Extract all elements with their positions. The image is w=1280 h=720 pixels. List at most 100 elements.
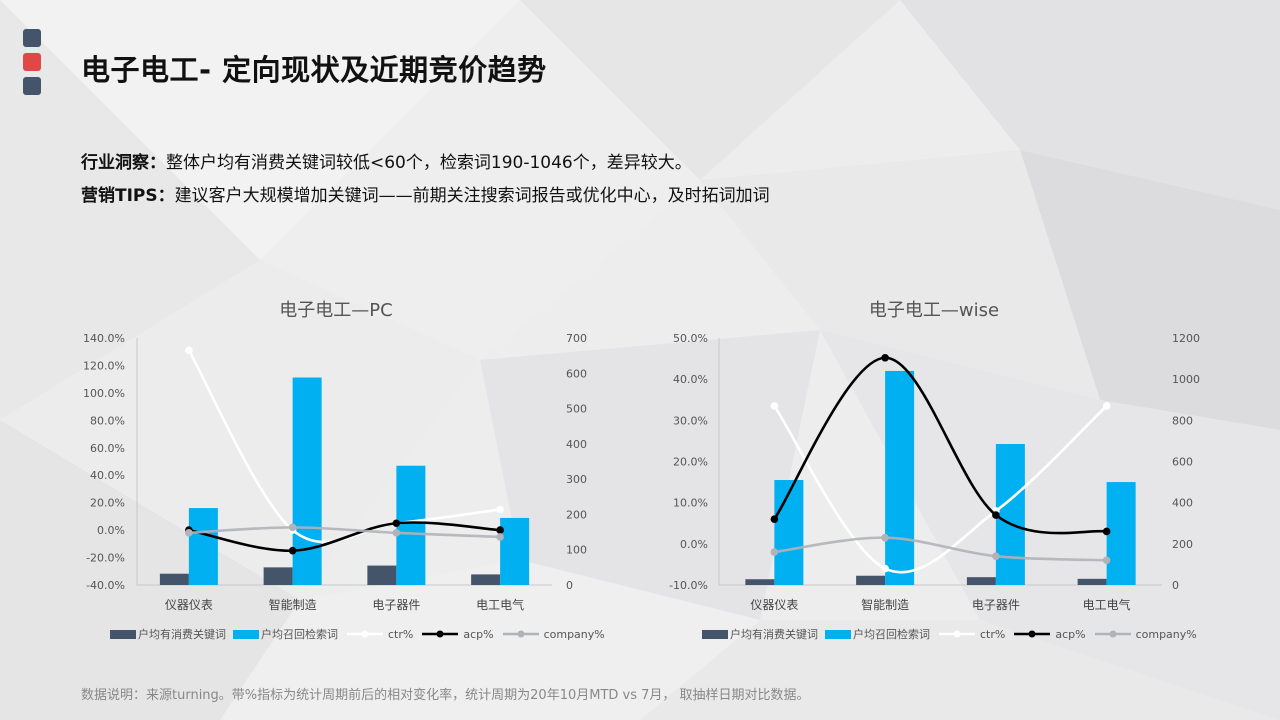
legend-item: ctr% [345, 628, 413, 641]
legend-marker [361, 630, 369, 638]
bar-consumed-keywords [856, 575, 886, 585]
left-tick-label: 20.0% [673, 456, 708, 469]
category-label: 电工电气 [1083, 597, 1131, 612]
left-tick-label: 120.0% [83, 359, 125, 372]
bar-consumed-keywords [1077, 578, 1107, 585]
category-label: 电工电气 [476, 597, 524, 612]
legend-label: ctr% [980, 627, 1006, 641]
left-tick-label: 80.0% [90, 414, 125, 427]
right-tick-label: 1000 [1172, 373, 1200, 386]
page-title: 电子电工- 定向现状及近期竞价趋势 [81, 53, 547, 87]
legend-marker [1109, 630, 1117, 638]
right-tick-label: 700 [566, 332, 587, 345]
acp-point [392, 519, 401, 528]
acp-point [288, 546, 297, 555]
left-tick-label: 140.0% [83, 332, 125, 345]
ctr-point [496, 505, 504, 514]
right-tick-label: 300 [566, 473, 587, 486]
company-line [774, 536, 1107, 562]
left-tick-label: 0.0% [97, 524, 125, 537]
decor-square [23, 29, 41, 47]
bar-consumed-keywords [367, 565, 397, 585]
legend-label: company% [543, 627, 605, 641]
legend-marker [436, 630, 444, 638]
acp-point [1102, 527, 1111, 536]
ctr-line [773, 404, 1108, 574]
legend-item: acp% [1012, 627, 1086, 641]
legend-line-swatch [1094, 630, 1131, 638]
company-line [188, 526, 501, 539]
bar-consumed-keywords [263, 567, 293, 585]
legend-label: company% [1135, 627, 1197, 641]
legend-item: 户均有消费关键词 [702, 626, 818, 642]
acp-line [773, 356, 1107, 535]
right-tick-label: 400 [1172, 497, 1193, 510]
acp-point [770, 515, 779, 523]
left-tick-label: 40.0% [90, 469, 125, 482]
tips-label: 营销TIPS： [81, 186, 175, 206]
legend-line-swatch [939, 630, 975, 638]
category-label: 智能制造 [269, 597, 317, 612]
legend-label: 户均召回检索词 [853, 628, 930, 641]
chart-title-wise: 电子电工—wise [868, 300, 1000, 321]
acp-point [881, 353, 889, 362]
right-tick-label: 800 [1172, 414, 1193, 427]
tips-text: 建议客户大规模增加关键词——前期关注搜索词报告或优化中心，及时拓词加词 [174, 186, 770, 206]
left-tick-label: -20.0% [86, 552, 125, 565]
legend-line-swatch [347, 630, 383, 638]
ctr-point [185, 346, 193, 355]
legend-label: 户均有消费关键词 [730, 628, 818, 641]
chart-title-pc: 电子电工—PC [279, 300, 393, 321]
legend-wise: 户均有消费关键词 户均召回检索词 ctr% acp% company% [702, 626, 1204, 642]
legend-swatch [233, 629, 259, 639]
company-point [392, 529, 401, 537]
left-tick-label: 0.0% [680, 538, 708, 551]
right-tick-label: 1200 [1172, 332, 1200, 345]
legend-pc: 户均有消费关键词 户均召回检索词 ctr% acp% company% [110, 626, 612, 642]
ctr-point [881, 564, 889, 573]
bar-recalled-queries [500, 517, 530, 585]
legend-swatch [110, 629, 136, 639]
legend-marker [1028, 630, 1036, 638]
right-tick-label: 0 [1172, 579, 1179, 592]
bar-consumed-keywords [745, 579, 775, 585]
category-label: 电子器件 [972, 598, 1020, 612]
decor-square [23, 53, 41, 71]
bar-recalled-queries [774, 480, 804, 585]
company-point [288, 523, 297, 532]
right-tick-label: 500 [566, 403, 587, 416]
legend-line-swatch [502, 630, 539, 638]
category-label: 电子器件 [372, 598, 420, 612]
ctr-line [187, 349, 501, 544]
company-point [881, 533, 889, 542]
company-point [185, 529, 193, 537]
acp-line [188, 521, 501, 552]
left-tick-label: 20.0% [90, 497, 125, 510]
decor-square [23, 77, 41, 95]
right-tick-label: 400 [566, 438, 587, 451]
left-tick-label: -10.0% [669, 579, 708, 592]
legend-item: 户均有消费关键词 [110, 626, 226, 642]
left-tick-label: -40.0% [86, 579, 125, 592]
bar-recalled-queries [995, 444, 1025, 585]
legend-item: company% [1093, 628, 1197, 641]
legend-swatch [825, 629, 851, 639]
company-point [1102, 556, 1111, 565]
footnote: 数据说明：来源turning。带%指标为统计周期前后的相对变化率，统计周期为20… [81, 688, 810, 703]
bar-consumed-keywords [966, 577, 996, 585]
legend-marker [517, 630, 525, 638]
legend-line-swatch [422, 630, 459, 638]
legend-item: acp% [420, 628, 494, 641]
left-tick-label: 60.0% [90, 442, 125, 455]
company-point [770, 548, 779, 556]
legend-label: 户均有消费关键词 [138, 628, 226, 641]
legend-label: 户均召回检索词 [261, 628, 338, 641]
legend-label: acp% [1055, 627, 1086, 641]
insight-label: 行业洞察： [81, 153, 166, 173]
bar-consumed-keywords [471, 574, 501, 585]
bar-recalled-queries [396, 465, 426, 585]
legend-item: 户均召回检索词 [825, 626, 930, 642]
legend-line-swatch [1014, 630, 1051, 638]
